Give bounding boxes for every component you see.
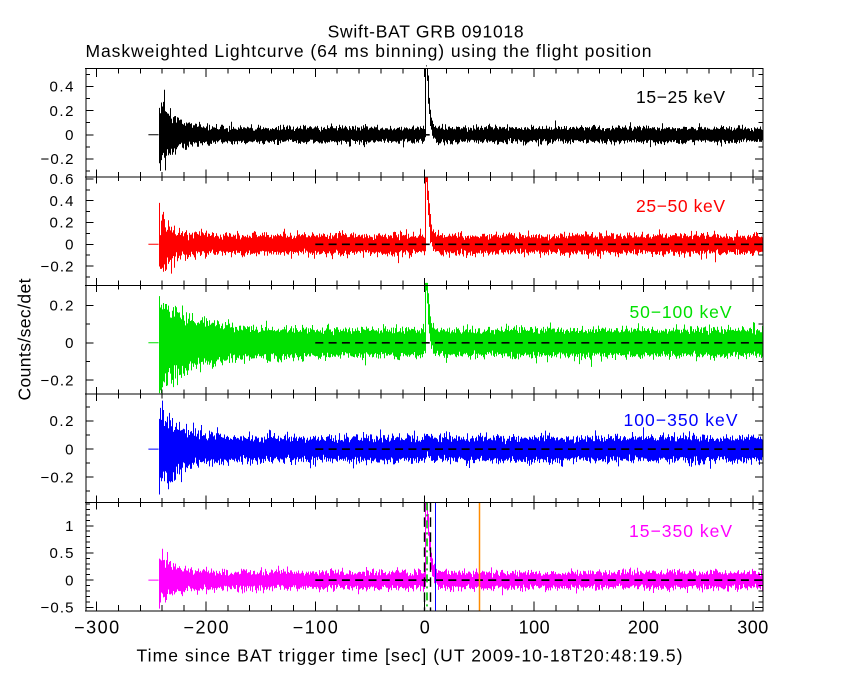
svg-text:0.2: 0.2 xyxy=(50,298,74,315)
svg-text:0.5: 0.5 xyxy=(50,545,74,562)
svg-text:0: 0 xyxy=(65,127,73,144)
svg-text:0: 0 xyxy=(420,618,430,638)
svg-text:50−100 keV: 50−100 keV xyxy=(630,302,732,322)
svg-text:0: 0 xyxy=(65,237,73,254)
svg-text:−0.2: −0.2 xyxy=(41,258,74,275)
svg-text:0: 0 xyxy=(65,572,73,589)
svg-text:0.2: 0.2 xyxy=(50,215,74,232)
svg-text:1: 1 xyxy=(65,518,73,535)
svg-text:300: 300 xyxy=(737,618,768,638)
svg-text:0: 0 xyxy=(65,441,73,458)
svg-text:−100: −100 xyxy=(293,618,338,638)
svg-text:Maskweighted Lightcurve (64 ms: Maskweighted Lightcurve (64 ms binning) … xyxy=(86,41,652,61)
svg-text:0: 0 xyxy=(65,335,73,352)
svg-text:100: 100 xyxy=(519,618,550,638)
svg-text:Time since BAT trigger time [s: Time since BAT trigger time [sec] (UT 20… xyxy=(137,646,683,666)
svg-text:15−25 keV: 15−25 keV xyxy=(636,87,725,107)
svg-text:−200: −200 xyxy=(184,618,229,638)
svg-text:0.2: 0.2 xyxy=(50,413,74,430)
svg-text:25−50 keV: 25−50 keV xyxy=(636,196,725,216)
svg-text:200: 200 xyxy=(628,618,659,638)
svg-text:0.6: 0.6 xyxy=(50,171,74,188)
svg-text:−0.2: −0.2 xyxy=(41,372,74,389)
svg-text:Counts/sec/det: Counts/sec/det xyxy=(15,278,35,400)
svg-text:−0.5: −0.5 xyxy=(41,600,74,617)
svg-text:−0.2: −0.2 xyxy=(41,151,74,168)
svg-text:15−350 keV: 15−350 keV xyxy=(629,521,732,541)
svg-text:100−350 keV: 100−350 keV xyxy=(624,410,738,430)
svg-text:0.4: 0.4 xyxy=(50,79,74,96)
svg-text:−0.2: −0.2 xyxy=(41,469,74,486)
svg-text:Swift-BAT GRB 091018: Swift-BAT GRB 091018 xyxy=(328,22,524,42)
svg-text:0.2: 0.2 xyxy=(50,103,74,120)
svg-text:−300: −300 xyxy=(74,618,119,638)
svg-text:0.4: 0.4 xyxy=(50,193,74,210)
